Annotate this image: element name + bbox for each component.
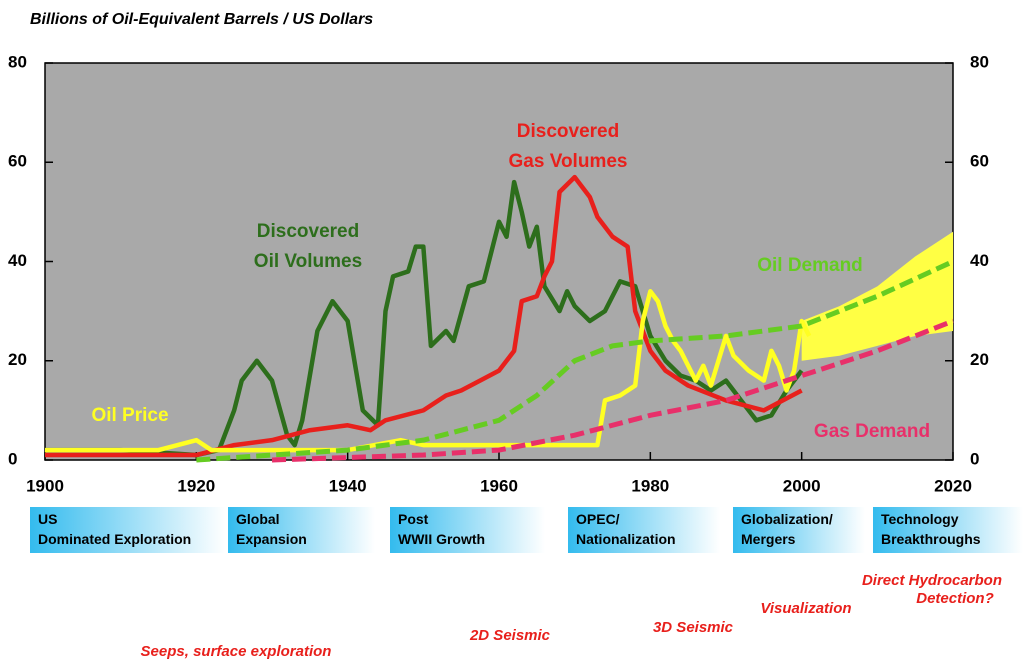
era-box	[30, 507, 225, 553]
technology-label: Visualization	[760, 600, 851, 617]
y-tick-label: 40	[8, 251, 27, 270]
series-line	[45, 289, 812, 453]
era-box	[228, 507, 375, 553]
technology-label: 3D Seismic	[653, 619, 734, 636]
x-tick-label: 1980	[631, 476, 669, 495]
era-label: Technology Breakthroughs	[881, 511, 981, 547]
series-line	[196, 259, 955, 463]
y-tick-label: 0	[8, 449, 17, 468]
y-tick-label: 80	[8, 52, 27, 71]
y2-tick-label: 80	[970, 52, 989, 71]
era-box	[873, 507, 1023, 553]
era-label: Global Expansion	[236, 511, 307, 547]
series-label: Oil Price	[91, 405, 168, 426]
y2-tick-label: 40	[970, 251, 989, 270]
era-label: OPEC/Nationalization	[576, 511, 676, 547]
era-label: US Dominated Exploration	[38, 511, 191, 547]
y-tick-label: 20	[8, 350, 27, 369]
forecast-band	[801, 231, 953, 361]
series-label: Oil Demand	[757, 255, 863, 276]
series-line	[45, 174, 803, 458]
technology-label: Direct Hydrocarbon Detection?	[862, 572, 1002, 607]
series-line	[45, 179, 804, 458]
y2-tick-label: 20	[970, 350, 989, 369]
x-tick-label: 1960	[480, 476, 518, 495]
y2-tick-label: 60	[970, 152, 989, 171]
era-box	[733, 507, 865, 553]
era-label: Post WWII Growth	[398, 511, 485, 547]
x-tick-label: 1920	[177, 476, 215, 495]
x-tick-label: 1940	[329, 476, 367, 495]
era-box	[568, 507, 720, 553]
y-tick-label: 60	[8, 152, 27, 171]
x-tick-label: 2000	[783, 476, 821, 495]
series-label: Discovered Oil Volumes	[254, 221, 362, 272]
series-line	[271, 318, 954, 463]
x-tick-label: 2020	[934, 476, 972, 495]
series-label: Gas Demand	[814, 421, 930, 442]
chart-title: Billions of Oil-Equivalent Barrels / US …	[30, 11, 373, 28]
technology-label: 2D Seismic	[469, 627, 551, 644]
x-tick-label: 1900	[26, 476, 64, 495]
era-box	[390, 507, 545, 553]
y2-tick-label: 0	[970, 449, 979, 468]
era-label: Globalization/Mergers	[741, 511, 833, 547]
series-label: Discovered Gas Volumes	[509, 121, 628, 172]
technology-label: Seeps, surface exploration	[141, 643, 332, 660]
